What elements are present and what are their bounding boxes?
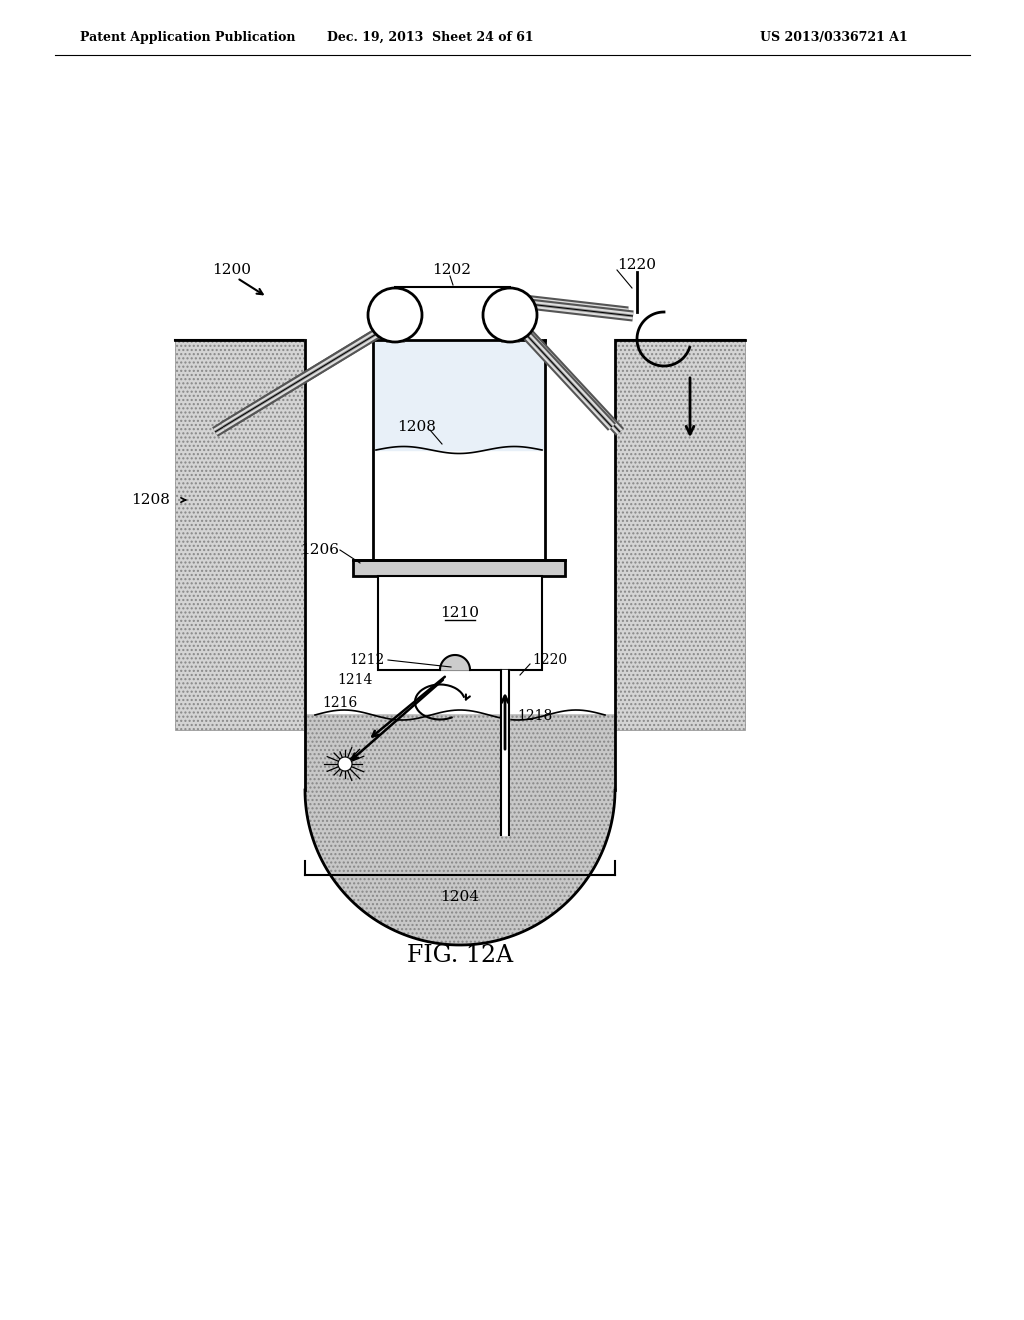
Text: 1200: 1200: [212, 263, 251, 277]
Bar: [353, 560, 565, 576]
Polygon shape: [305, 341, 615, 945]
Bar: [175, 341, 305, 730]
Text: 1210: 1210: [440, 606, 479, 620]
Bar: [615, 341, 745, 730]
Text: 1204: 1204: [440, 890, 479, 904]
Text: 1212: 1212: [350, 653, 385, 667]
Text: 1216: 1216: [323, 696, 358, 710]
Text: 1208: 1208: [397, 420, 436, 434]
Text: 1208: 1208: [131, 492, 170, 507]
Circle shape: [368, 288, 422, 342]
Text: 1218: 1218: [517, 709, 552, 723]
Text: 1220: 1220: [532, 653, 567, 667]
Text: FIG. 12A: FIG. 12A: [407, 944, 513, 966]
Text: US 2013/0336721 A1: US 2013/0336721 A1: [760, 30, 907, 44]
Polygon shape: [305, 715, 615, 945]
Text: 1214: 1214: [338, 673, 373, 686]
Text: 1220: 1220: [617, 257, 656, 272]
Text: Patent Application Publication: Patent Application Publication: [80, 30, 296, 44]
Polygon shape: [375, 342, 543, 450]
Circle shape: [483, 288, 537, 342]
Polygon shape: [501, 671, 509, 836]
Text: 1206: 1206: [300, 543, 339, 557]
Bar: [378, 576, 542, 671]
Polygon shape: [305, 715, 615, 945]
Text: Dec. 19, 2013  Sheet 24 of 61: Dec. 19, 2013 Sheet 24 of 61: [327, 30, 534, 44]
Circle shape: [338, 756, 352, 771]
Text: 1202: 1202: [432, 263, 471, 277]
Polygon shape: [440, 655, 470, 671]
